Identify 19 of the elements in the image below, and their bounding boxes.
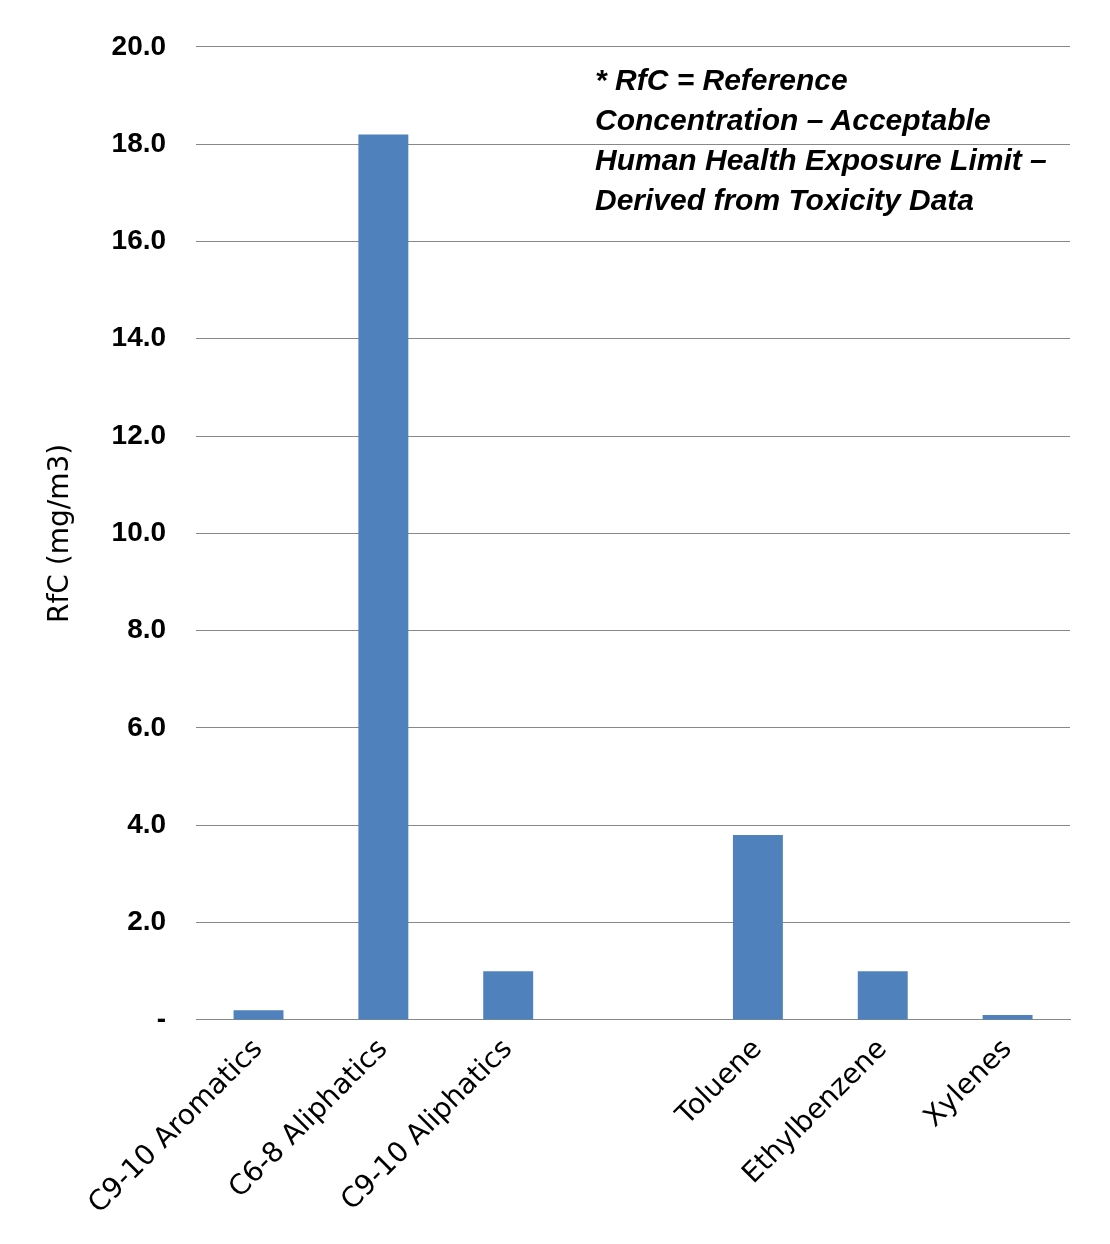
bar (732, 835, 783, 1020)
y-tick-label: 16.0 (111, 224, 167, 256)
y-tick-label: 10.0 (111, 516, 167, 548)
bar (358, 134, 409, 1020)
annotation: * RfC = Reference Concentration – Acceptable Human Health Exposure Limit – Derived from Toxicity Data (595, 63, 1047, 217)
bar (857, 971, 908, 1020)
bar (982, 1015, 1033, 1020)
y-axis-title: RfC (mg/m3) (42, 443, 76, 623)
y-tick-label: 6.0 (127, 710, 167, 742)
bar (483, 971, 534, 1020)
y-tick-label: 12.0 (111, 418, 167, 450)
y-tick-label: 14.0 (111, 321, 167, 353)
y-tick-label: 8.0 (127, 613, 167, 645)
y-tick-label: 20.0 (111, 29, 167, 61)
y-tick-label: 4.0 (127, 808, 167, 840)
bar (233, 1010, 284, 1020)
y-tick-label: 18.0 (111, 126, 167, 158)
y-tick-label: - (156, 1002, 167, 1034)
y-tick-label: 2.0 (127, 905, 167, 937)
